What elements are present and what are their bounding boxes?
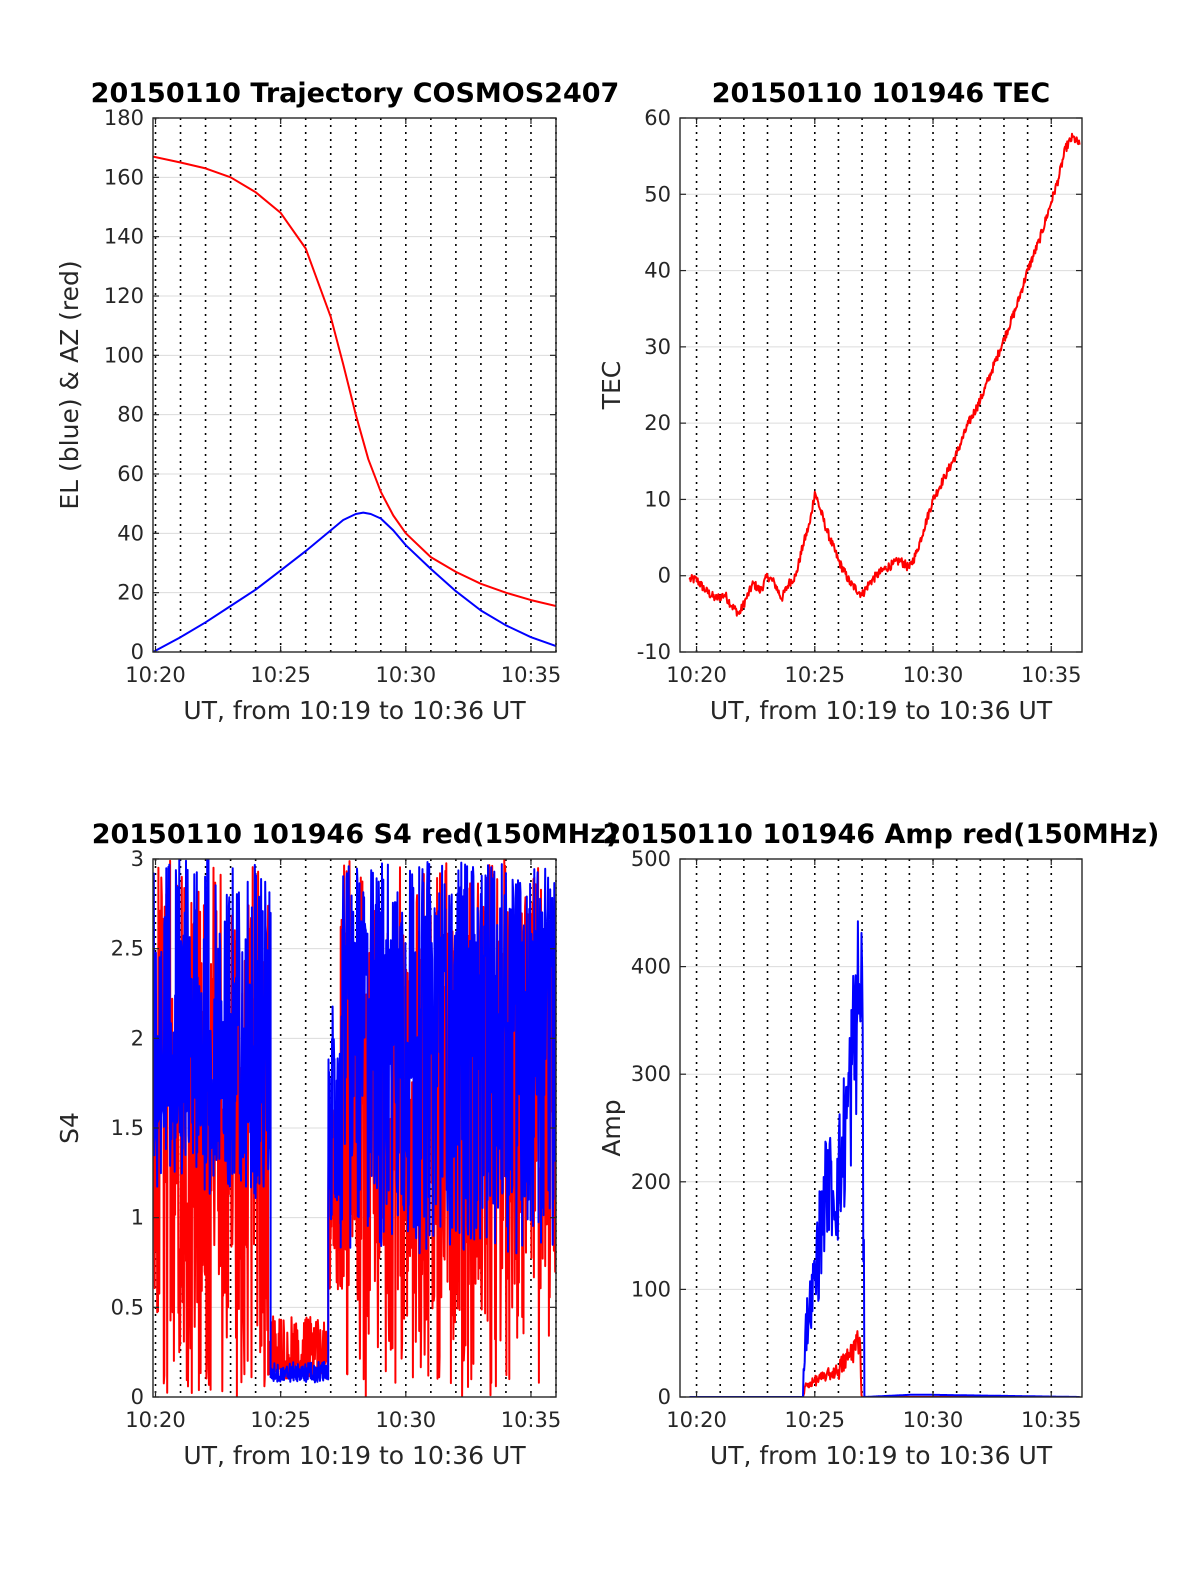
- plot-area: [688, 132, 1081, 617]
- x-tick-label: 10:30: [903, 1408, 964, 1432]
- x-tick-label: 10:35: [1021, 663, 1082, 687]
- x-axis-label: UT, from 10:19 to 10:36 UT: [183, 1441, 526, 1470]
- y-tick-label: 140: [104, 225, 144, 249]
- y-tick-label: 0: [658, 564, 671, 588]
- y-tick-label: 40: [644, 259, 671, 283]
- y-tick-label: 300: [631, 1062, 671, 1086]
- y-axis-label: Amp: [597, 1099, 626, 1156]
- axes-box: [679, 117, 1083, 653]
- y-tick-label: 0: [131, 640, 144, 664]
- chart-title: 20150110 101946 S4 red(150MHz): [92, 819, 619, 850]
- series-blue-line: [153, 859, 556, 1384]
- y-tick-label: 0.5: [111, 1295, 144, 1319]
- plot-area: [153, 155, 556, 652]
- y-tick-label: 1.5: [111, 1116, 144, 1140]
- x-tick-label: 10:35: [501, 1408, 562, 1432]
- y-tick-label: 0: [658, 1385, 671, 1409]
- y-tick-label: 60: [117, 462, 144, 486]
- y-tick-label: 50: [644, 182, 671, 206]
- plot-area: [689, 920, 1080, 1397]
- chart-title: 20150110 Trajectory COSMOS2407: [91, 78, 620, 109]
- y-tick-label: 200: [631, 1170, 671, 1194]
- y-axis-label: EL (blue) & AZ (red): [55, 260, 84, 509]
- y-axis-label: TEC: [597, 361, 626, 411]
- y-tick-label: 40: [117, 521, 144, 545]
- y-tick-label: 10: [644, 487, 671, 511]
- series-red-line: [688, 132, 1081, 617]
- x-axis-label: UT, from 10:19 to 10:36 UT: [183, 696, 526, 725]
- y-tick-label: 0: [131, 1385, 144, 1409]
- subplot-3: 0 0.5 1 1.5 2 2.5 3 10:20 10:25 10:30 10:35 2015011…: [55, 819, 618, 1470]
- x-tick-label: 10:25: [785, 663, 846, 687]
- series-red-line: [153, 155, 556, 607]
- x-tick-label: 10:20: [666, 663, 727, 687]
- y-tick-label: 500: [631, 847, 671, 871]
- axes-box: [679, 858, 1083, 1398]
- y-tick-label: 100: [104, 343, 144, 367]
- subplot-2: -10 0 10 20 30 40 50 60 10:20 10:25 10:30 10:35 2015…: [597, 78, 1083, 725]
- x-tick-label: 10:30: [376, 1408, 437, 1432]
- x-tick-label: 10:20: [125, 1408, 186, 1432]
- chart-title: 20150110 101946 TEC: [712, 78, 1051, 109]
- x-axis-label: UT, from 10:19 to 10:36 UT: [710, 1441, 1053, 1470]
- y-tick-label: 100: [631, 1277, 671, 1301]
- y-tick-label: 2.5: [111, 937, 144, 961]
- x-tick-label: 10:20: [125, 663, 186, 687]
- axes-box: [152, 117, 557, 653]
- y-tick-label: 30: [644, 335, 671, 359]
- subplot-1: 0 20 40 60 80 100 120 140 160 180 10:20 10:25 10:30 1…: [55, 78, 619, 725]
- subplot-4: 0 100 200 300 400 500 10:20 10:25 10:30 10:35 2015…: [597, 819, 1159, 1470]
- y-tick-label: 20: [117, 581, 144, 605]
- plot-area: [153, 859, 556, 1397]
- x-tick-label: 10:35: [501, 663, 562, 687]
- y-tick-label: 400: [631, 955, 671, 979]
- y-tick-label: 20: [644, 411, 671, 435]
- y-tick-label: 3: [131, 847, 144, 871]
- series-blue-line: [689, 920, 1080, 1397]
- x-tick-label: 10:30: [376, 663, 437, 687]
- y-tick-label: 180: [104, 106, 144, 130]
- y-tick-label: 2: [131, 1026, 144, 1050]
- y-tick-label: 1: [131, 1206, 144, 1230]
- x-tick-label: 10:35: [1021, 1408, 1082, 1432]
- x-tick-label: 10:30: [903, 663, 964, 687]
- y-tick-label: 160: [104, 165, 144, 189]
- x-tick-label: 10:25: [250, 1408, 311, 1432]
- x-tick-label: 10:25: [250, 663, 311, 687]
- chart-title: 20150110 101946 Amp red(150MHz): [603, 819, 1160, 850]
- x-tick-label: 10:20: [666, 1408, 727, 1432]
- x-axis-label: UT, from 10:19 to 10:36 UT: [710, 696, 1053, 725]
- y-tick-label: 60: [644, 106, 671, 130]
- y-tick-label: 80: [117, 403, 144, 427]
- series-red-line: [689, 1330, 1080, 1397]
- x-tick-label: 10:25: [785, 1408, 846, 1432]
- y-axis-label: S4: [55, 1112, 84, 1144]
- y-tick-label: 120: [104, 284, 144, 308]
- series-blue-line: [153, 511, 556, 652]
- y-tick-label: -10: [637, 640, 671, 664]
